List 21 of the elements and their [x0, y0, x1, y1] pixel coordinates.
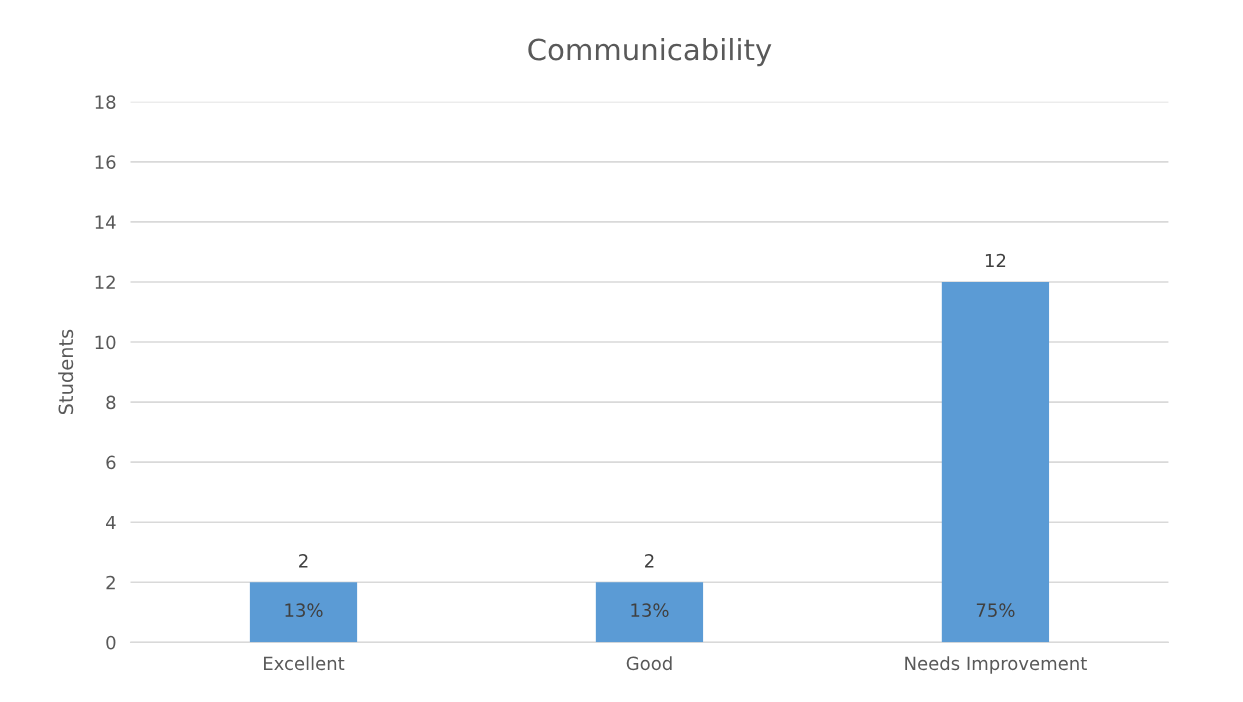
y-tick-label: 2 — [106, 575, 115, 590]
data-label: 2 — [645, 554, 654, 568]
y-tick-label: 4 — [106, 515, 116, 530]
y-axis-title: Students — [58, 329, 74, 415]
y-tick-label: 12 — [95, 275, 115, 289]
x-tick-label: Excellent — [264, 656, 345, 671]
annotation: 75% — [976, 603, 1015, 618]
annotation: 13% — [631, 603, 669, 618]
y-tick-label: 0 — [106, 635, 116, 650]
y-tick-label: 6 — [106, 455, 116, 470]
annotation: 13% — [285, 603, 323, 618]
y-tick-label: 8 — [106, 395, 116, 410]
data-label: 2 — [299, 554, 308, 568]
y-tick-label: 16 — [95, 155, 116, 169]
y-tick-label: 10 — [95, 335, 116, 350]
y-tick-label: 18 — [95, 95, 116, 109]
x-tick-label: Good — [626, 656, 672, 671]
data-label: 12 — [985, 253, 1006, 268]
y-tick-label: 14 — [95, 215, 116, 229]
chart-title: Communicability — [528, 37, 772, 67]
x-tick-label: Needs Improvement — [905, 656, 1087, 674]
